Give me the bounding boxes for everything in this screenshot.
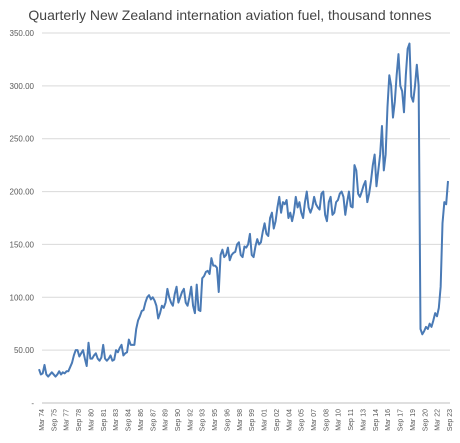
x-tick-label: Mar 13 — [360, 409, 367, 431]
x-tick-label: Sep 23 — [447, 409, 454, 431]
x-tick-label: Sep 93 — [200, 409, 207, 431]
y-tick-label: 150.00 — [10, 240, 35, 249]
x-tick-label: Sep 17 — [398, 409, 405, 431]
x-tick-label: Mar 77 — [64, 409, 71, 431]
x-tick-label: Mar 01 — [262, 409, 269, 431]
y-tick-label: 300.00 — [10, 82, 35, 91]
x-tick-label: Mar 16 — [385, 409, 392, 431]
y-tick-label: 200.00 — [10, 188, 35, 197]
chart-title: Quarterly New Zealand internation aviati… — [28, 7, 431, 23]
x-tick-label: Sep 78 — [76, 409, 83, 431]
x-tick-label: Mar 98 — [237, 409, 244, 431]
x-tick-label: Mar 83 — [113, 409, 120, 431]
y-tick-label: 350.00 — [10, 29, 35, 38]
x-tick-label: Sep 08 — [323, 409, 330, 431]
x-tick-label: Sep 20 — [422, 409, 429, 431]
x-tick-label: Sep 90 — [175, 409, 182, 431]
x-tick-label: Sep 11 — [348, 409, 355, 431]
x-tick-label: Mar 95 — [212, 409, 219, 431]
y-axis-ticks: 350.00 300.00 250.00 200.00 150.00 100.00 50.0… — [10, 29, 35, 408]
x-tick-label: Sep 14 — [373, 409, 380, 431]
x-tick-label: Sep 84 — [126, 409, 133, 431]
x-tick-label: Sep 99 — [249, 409, 256, 431]
x-tick-label: Sep 96 — [224, 409, 231, 431]
gridlines — [42, 32, 450, 351]
x-tick-label: Mar 19 — [410, 409, 417, 431]
x-tick-label: Mar 89 — [163, 409, 170, 431]
y-tick-label: 100.00 — [10, 293, 35, 302]
y-tick-label: - — [31, 399, 34, 408]
x-tick-label: Mar 04 — [286, 409, 293, 431]
x-axis-ticks: Mar 74 Sep 75 Mar 77 Sep 78 Mar 80 Sep 81 Mar … — [39, 409, 454, 431]
x-tick-label: Mar 07 — [311, 409, 318, 431]
series-line — [38, 42, 449, 378]
x-tick-label: Mar 86 — [138, 409, 145, 431]
x-tick-label: Mar 22 — [435, 409, 442, 431]
x-tick-label: Mar 92 — [187, 409, 194, 431]
x-tick-label: Sep 05 — [299, 409, 306, 431]
x-tick-label: Mar 74 — [39, 409, 46, 431]
x-tick-label: Sep 02 — [274, 409, 281, 431]
x-tick-label: Sep 87 — [150, 409, 157, 431]
y-tick-label: 50.00 — [14, 346, 35, 355]
y-tick-label: 250.00 — [10, 135, 35, 144]
x-tick-label: Sep 75 — [51, 409, 58, 431]
x-tick-label: Mar 10 — [336, 409, 343, 431]
x-tick-label: Mar 80 — [88, 409, 95, 431]
x-tick-label: Sep 81 — [101, 409, 108, 431]
